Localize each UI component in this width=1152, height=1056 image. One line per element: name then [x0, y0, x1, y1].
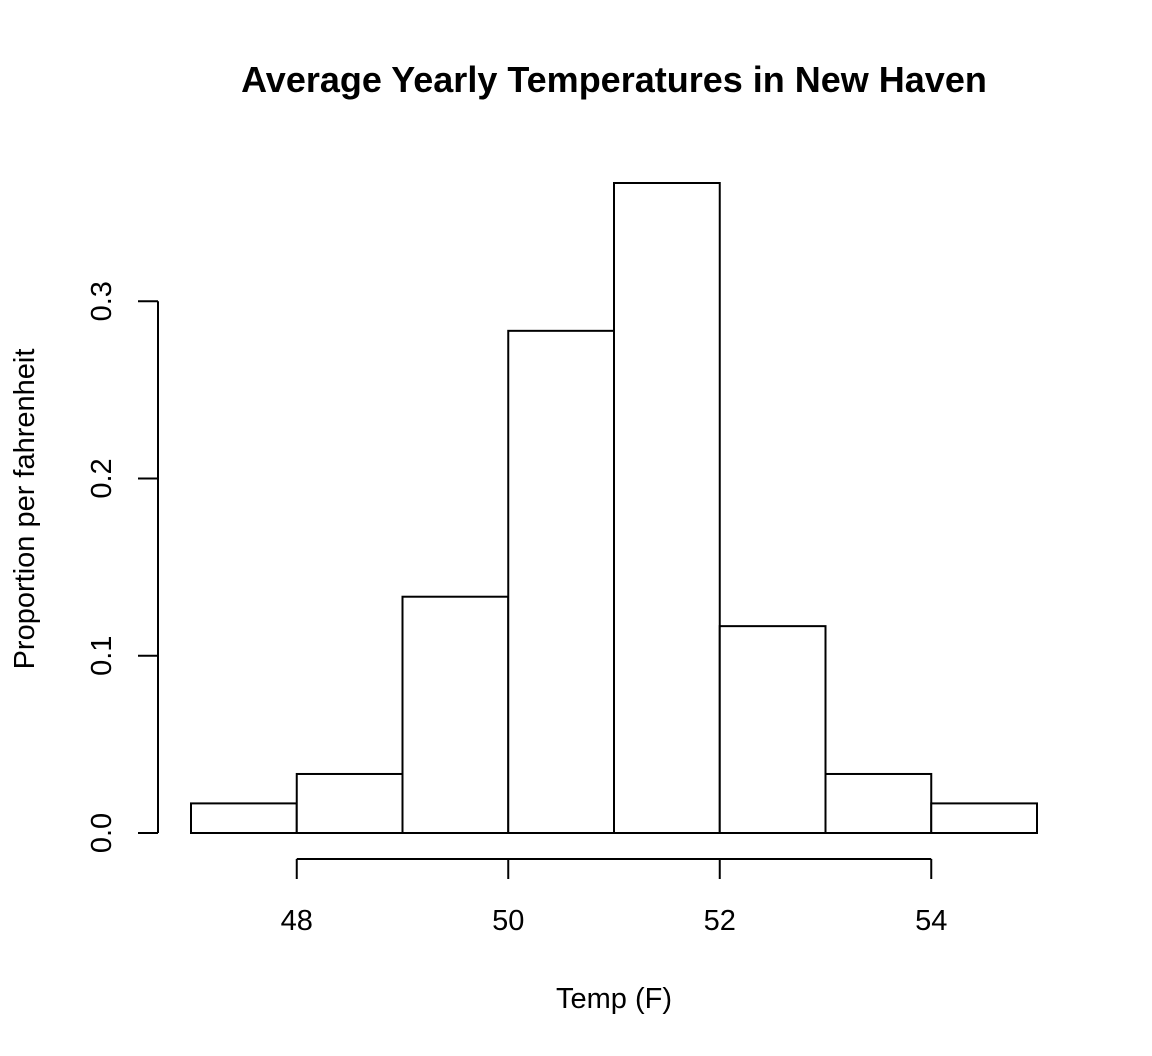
y-tick-label: 0.1: [86, 636, 118, 676]
y-tick-label: 0.2: [86, 458, 118, 498]
x-tick-label: 52: [704, 905, 736, 937]
histogram-bar: [824, 772, 933, 835]
y-tick-label: 0.0: [86, 813, 118, 853]
chart-title: Average Yearly Temperatures in New Haven: [241, 59, 987, 100]
x-tick-label: 54: [915, 905, 947, 937]
bars-group: [190, 182, 1038, 835]
histogram-bar: [718, 625, 827, 835]
x-tick-label: 48: [281, 905, 313, 937]
y-axis: 0.0 0.1 0.2 0.3: [86, 281, 159, 853]
histogram-bar: [507, 329, 615, 834]
histogram-bar: [295, 772, 404, 835]
x-tick-label: 50: [492, 905, 524, 937]
x-axis: 48 50 52 54: [281, 858, 947, 937]
x-axis-label: Temp (F): [556, 983, 672, 1015]
histogram-bar: [401, 595, 510, 834]
histogram-bar: [190, 802, 298, 834]
histogram-bar: [930, 802, 1038, 834]
y-axis-label: Proportion per fahrenheit: [9, 349, 41, 670]
histogram-bar: [613, 182, 721, 834]
y-tick-label: 0.3: [86, 281, 118, 321]
